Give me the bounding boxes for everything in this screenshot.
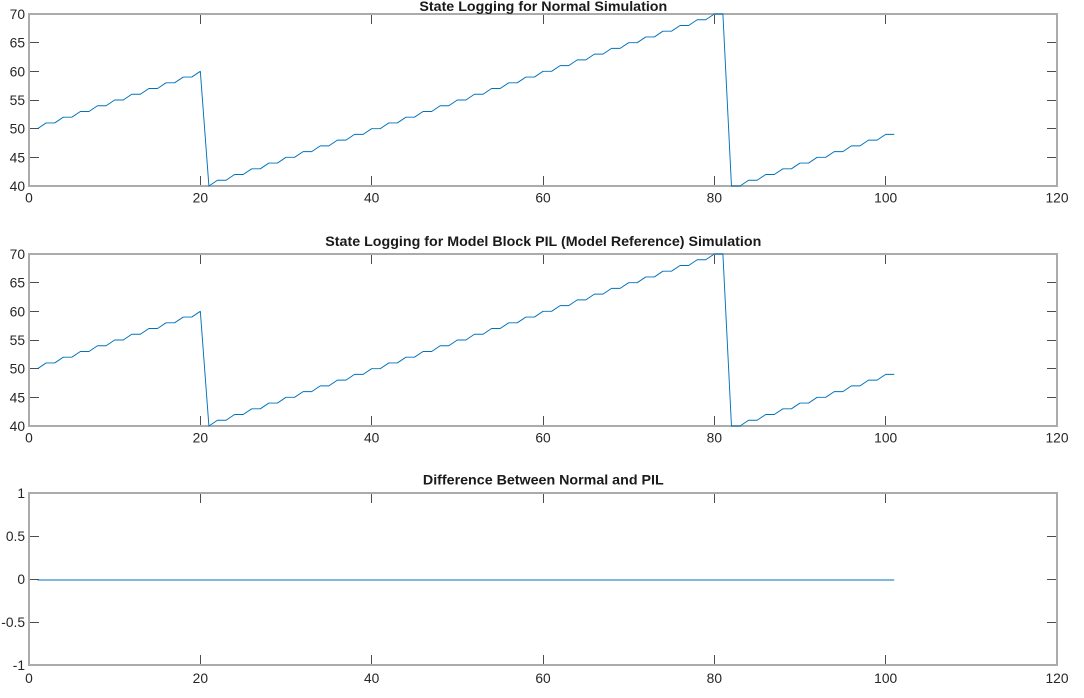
svg-text:40: 40	[10, 179, 26, 194]
svg-text:60: 60	[535, 431, 551, 446]
svg-text:50: 50	[10, 122, 26, 137]
svg-text:0.5: 0.5	[6, 529, 26, 544]
svg-text:40: 40	[10, 419, 26, 434]
svg-text:0: 0	[17, 572, 25, 587]
svg-text:0: 0	[25, 671, 33, 686]
svg-text:20: 20	[193, 191, 209, 206]
svg-text:State Logging for Normal Simul: State Logging for Normal Simulation	[419, 0, 667, 15]
svg-text:80: 80	[707, 671, 723, 686]
svg-text:55: 55	[10, 333, 26, 348]
svg-text:0: 0	[25, 431, 33, 446]
svg-text:65: 65	[10, 36, 26, 51]
svg-text:70: 70	[10, 247, 26, 262]
svg-text:80: 80	[707, 431, 723, 446]
svg-text:100: 100	[874, 191, 897, 206]
svg-text:60: 60	[10, 64, 26, 79]
svg-text:80: 80	[707, 191, 723, 206]
svg-text:120: 120	[1045, 671, 1068, 686]
svg-text:40: 40	[364, 431, 380, 446]
svg-text:45: 45	[10, 150, 26, 165]
svg-text:60: 60	[535, 191, 551, 206]
svg-text:100: 100	[874, 671, 897, 686]
svg-text:Difference Between Normal and: Difference Between Normal and PIL	[423, 473, 664, 489]
svg-text:-0.5: -0.5	[1, 615, 25, 630]
svg-text:55: 55	[10, 93, 26, 108]
svg-text:65: 65	[10, 276, 26, 291]
svg-text:60: 60	[10, 304, 26, 319]
svg-text:State Logging for Model Block: State Logging for Model Block PIL (Model…	[325, 234, 761, 250]
svg-text:100: 100	[874, 431, 897, 446]
svg-text:50: 50	[10, 362, 26, 377]
svg-text:-1: -1	[13, 658, 25, 673]
svg-text:120: 120	[1045, 431, 1068, 446]
svg-text:45: 45	[10, 390, 26, 405]
svg-text:70: 70	[10, 7, 26, 22]
svg-text:40: 40	[364, 191, 380, 206]
svg-text:120: 120	[1045, 191, 1068, 206]
svg-text:60: 60	[535, 671, 551, 686]
svg-text:0: 0	[25, 191, 33, 206]
svg-text:20: 20	[193, 431, 209, 446]
svg-text:1: 1	[17, 486, 25, 501]
svg-text:20: 20	[193, 671, 209, 686]
svg-text:40: 40	[364, 671, 380, 686]
